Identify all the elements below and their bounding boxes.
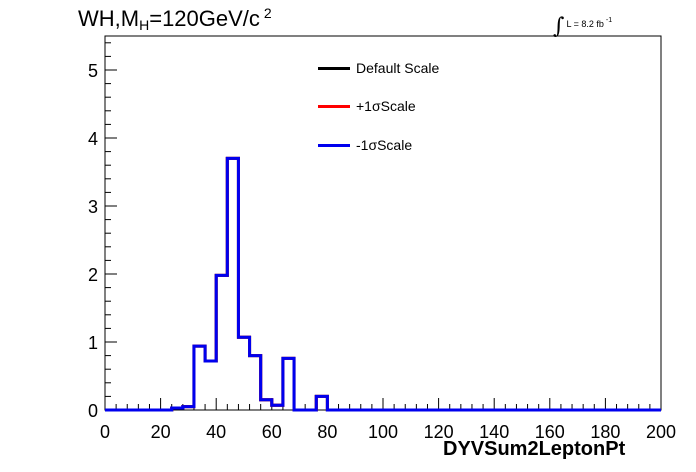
legend-swatch	[318, 143, 350, 147]
y-tick-label: 2	[88, 265, 98, 285]
x-tick-label: 180	[590, 422, 620, 442]
luminosity-label: ∫ L = 8.2 fb -1	[553, 14, 613, 39]
legend-item-plus-1-sigma: +1σScale	[318, 96, 416, 116]
x-tick-label: 60	[262, 422, 282, 442]
x-tick-label: 0	[100, 422, 110, 442]
x-tick-label: 120	[424, 422, 454, 442]
y-tick-label: 3	[88, 197, 98, 217]
series-line-2	[105, 156, 661, 412]
legend-label: -1σScale	[356, 137, 413, 153]
y-axis: 0 1 2 3 4 5	[88, 42, 117, 421]
series-group	[105, 156, 661, 412]
legend-swatch	[318, 66, 350, 70]
legend-item-minus-1-sigma: -1σScale	[318, 135, 412, 155]
x-tick-label: 160	[535, 422, 565, 442]
x-tick-label: 20	[151, 422, 171, 442]
y-tick-label: 4	[88, 129, 98, 149]
x-tick-label: 200	[646, 422, 676, 442]
integral-symbol: ∫	[553, 14, 565, 39]
legend-item-default-scale: Default Scale	[318, 58, 439, 78]
x-tick-label: 80	[317, 422, 337, 442]
chart-title: WH,MH=120GeV/c 2	[78, 5, 272, 33]
y-tick-label: 1	[88, 333, 98, 353]
plot-frame	[104, 35, 662, 411]
legend-label: +1σScale	[356, 98, 416, 114]
legend-label: Default Scale	[356, 60, 440, 76]
x-tick-label: 40	[206, 422, 226, 442]
x-tick-label: 100	[368, 422, 398, 442]
x-axis: 0 20 40 60 80 100 120 140 160 180 200	[100, 398, 676, 442]
x-tick-label: 140	[479, 422, 509, 442]
x-axis-title: DYVSum2LeptonPt	[443, 438, 626, 460]
legend-swatch	[318, 104, 350, 108]
series-line-1	[105, 156, 661, 412]
y-tick-label: 5	[88, 61, 98, 81]
y-tick-label: 0	[88, 401, 98, 421]
series-line-0	[105, 156, 661, 412]
